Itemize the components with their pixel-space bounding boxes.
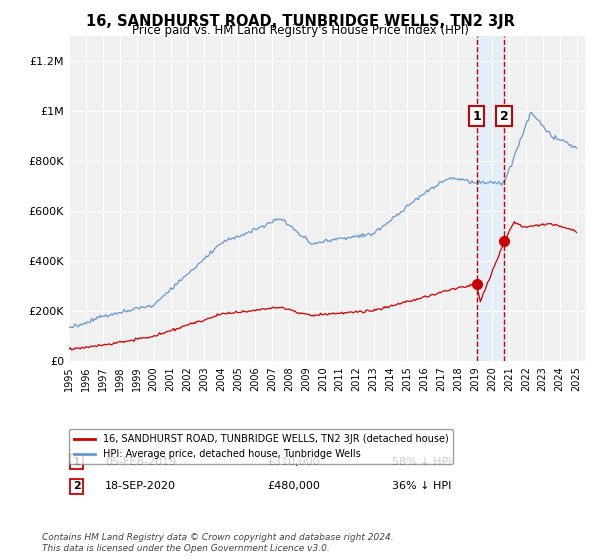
Text: Price paid vs. HM Land Registry's House Price Index (HPI): Price paid vs. HM Land Registry's House … [131,24,469,37]
Text: 16, SANDHURST ROAD, TUNBRIDGE WELLS, TN2 3JR: 16, SANDHURST ROAD, TUNBRIDGE WELLS, TN2… [86,14,514,29]
Text: 36% ↓ HPI: 36% ↓ HPI [392,481,451,491]
Bar [476,36,504,361]
Text: 58% ↓ HPI: 58% ↓ HPI [392,457,451,467]
Text: 2: 2 [73,481,80,491]
Text: 2: 2 [500,110,508,123]
Text: 1: 1 [73,457,80,467]
Text: 18-SEP-2020: 18-SEP-2020 [105,481,176,491]
Legend: 16, SANDHURST ROAD, TUNBRIDGE WELLS, TN2 3JR (detached house), HPI: Average pric: 16, SANDHURST ROAD, TUNBRIDGE WELLS, TN2… [69,430,454,464]
Text: 1: 1 [472,110,481,123]
Text: 05-FEB-2019: 05-FEB-2019 [105,457,176,467]
Text: Contains HM Land Registry data © Crown copyright and database right 2024.
This d: Contains HM Land Registry data © Crown c… [42,533,394,553]
Text: £310,000: £310,000 [268,457,320,467]
Text: £480,000: £480,000 [268,481,320,491]
